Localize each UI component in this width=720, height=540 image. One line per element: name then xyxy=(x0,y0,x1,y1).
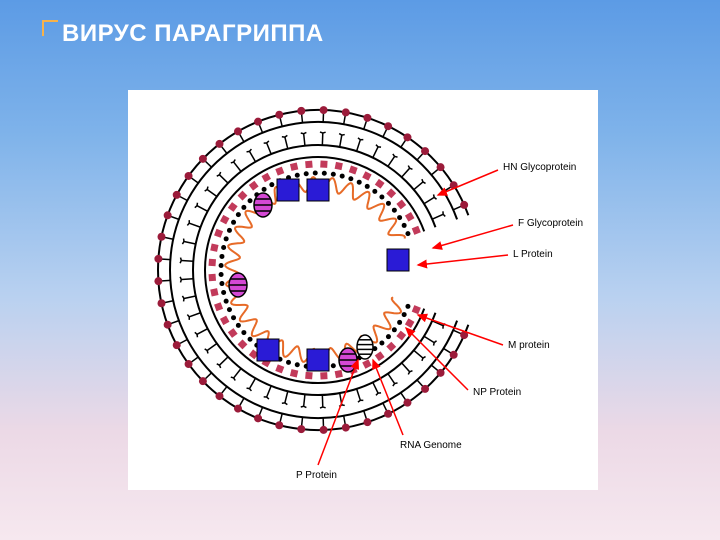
label-l: L Protein xyxy=(513,249,553,260)
label-hn: HN Glycoprotein xyxy=(503,162,576,173)
label-m: M protein xyxy=(508,340,550,351)
label-np: NP Protein xyxy=(473,387,521,398)
diagram-panel: HN Glycoprotein F Glycoprotein L Protein… xyxy=(128,90,598,490)
slide-title: ВИРУС ПАРАГРИППА xyxy=(62,20,324,48)
corner-ornament xyxy=(42,20,58,36)
label-rna: RNA Genome xyxy=(400,440,462,451)
virus-diagram: HN Glycoprotein F Glycoprotein L Protein… xyxy=(128,90,598,490)
label-p: P Protein xyxy=(296,470,337,481)
slide-root: ВИРУС ПАРАГРИППА HN Glycoprotein F Glyco… xyxy=(0,0,720,540)
virus-svg xyxy=(128,90,598,490)
label-f: F Glycoprotein xyxy=(518,218,583,229)
